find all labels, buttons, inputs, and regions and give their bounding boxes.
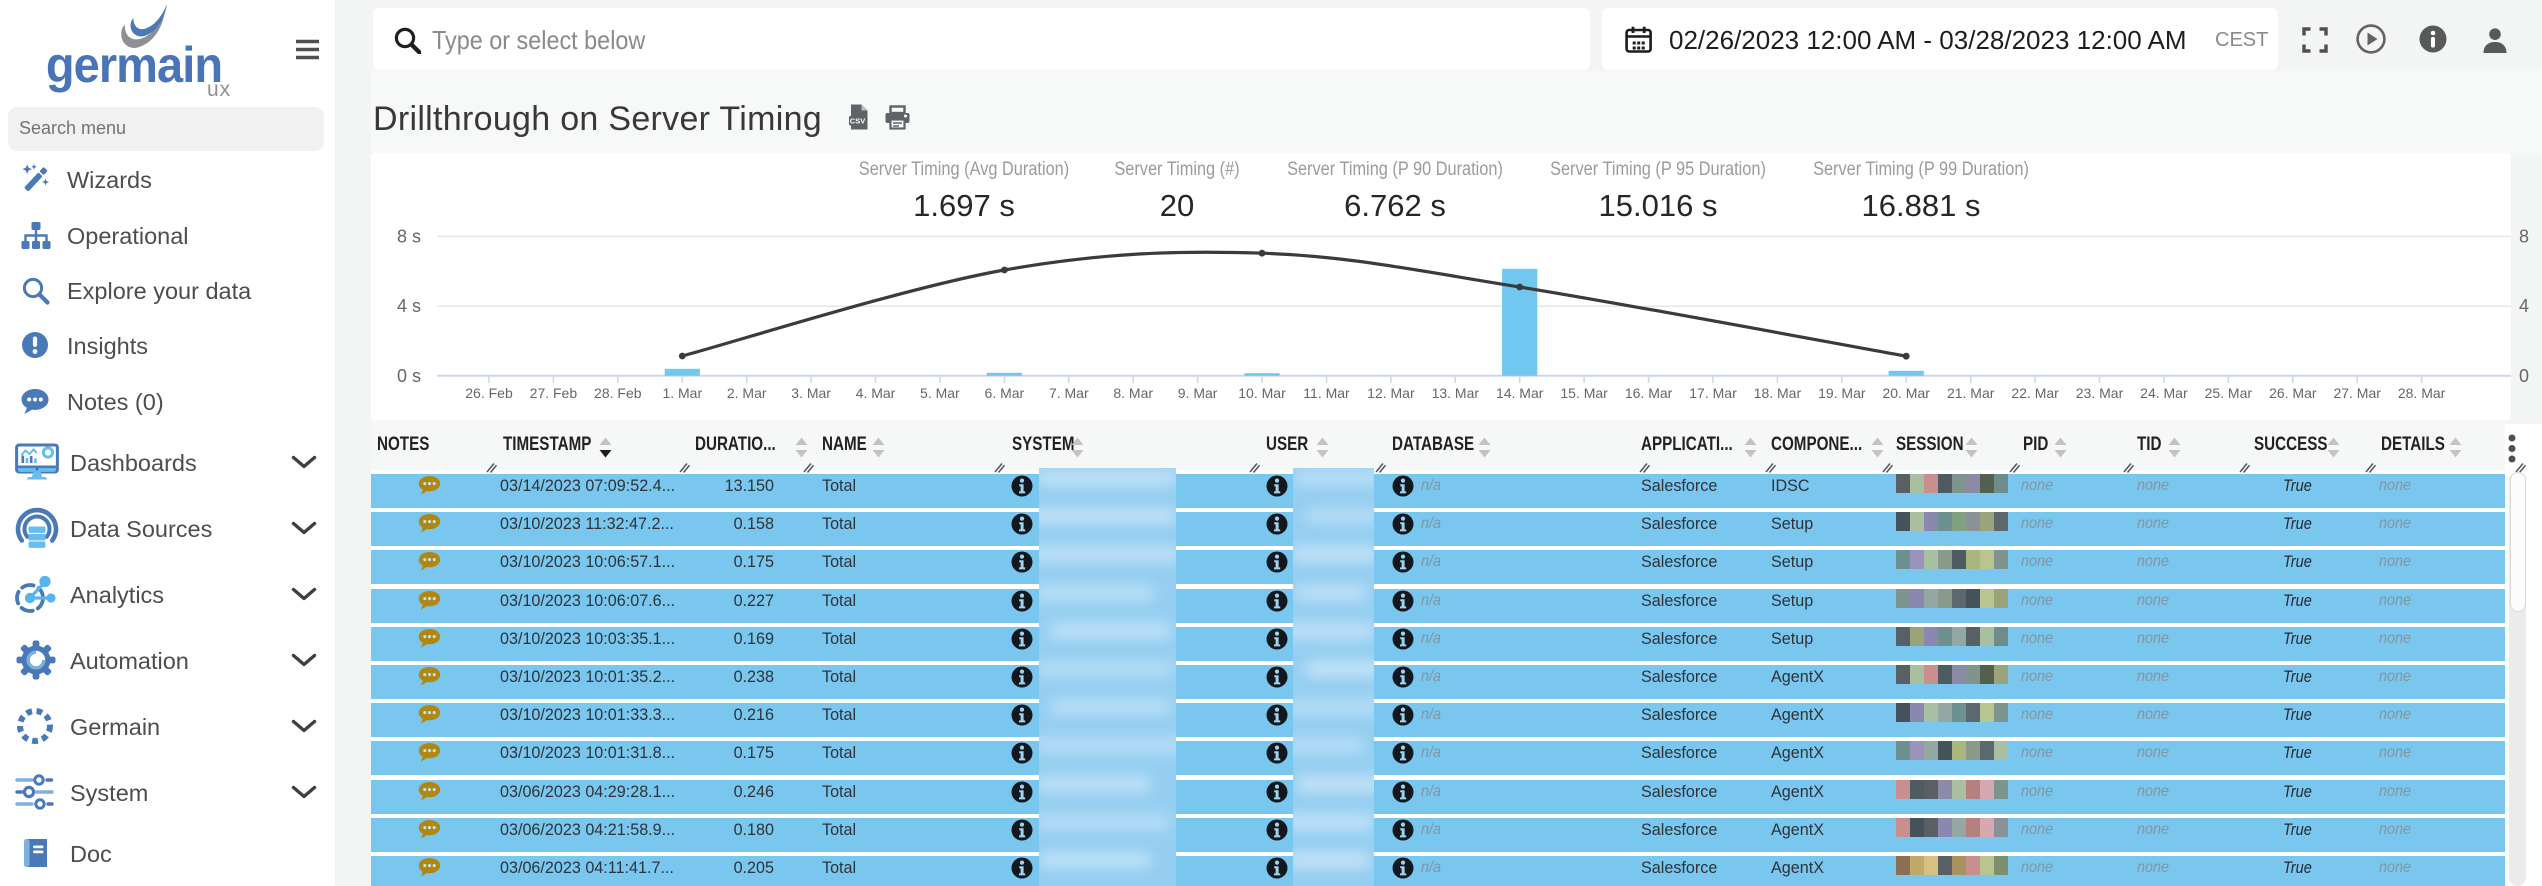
svg-text:25. Mar: 25. Mar bbox=[2205, 385, 2253, 401]
svg-text:4. Mar: 4. Mar bbox=[856, 385, 896, 401]
svg-text:18. Mar: 18. Mar bbox=[1754, 385, 1802, 401]
svg-text:12. Mar: 12. Mar bbox=[1367, 385, 1415, 401]
svg-text:4 s: 4 s bbox=[397, 296, 421, 316]
svg-text:28. Mar: 28. Mar bbox=[2398, 385, 2446, 401]
svg-text:21. Mar: 21. Mar bbox=[1947, 385, 1995, 401]
svg-text:15. Mar: 15. Mar bbox=[1560, 385, 1608, 401]
svg-text:1. Mar: 1. Mar bbox=[662, 385, 702, 401]
svg-text:3. Mar: 3. Mar bbox=[791, 385, 831, 401]
svg-text:28. Feb: 28. Feb bbox=[594, 385, 642, 401]
svg-text:4: 4 bbox=[2519, 296, 2529, 316]
svg-text:8 s: 8 s bbox=[397, 226, 421, 246]
svg-text:2. Mar: 2. Mar bbox=[727, 385, 767, 401]
svg-text:27. Mar: 27. Mar bbox=[2333, 385, 2381, 401]
svg-text:7. Mar: 7. Mar bbox=[1049, 385, 1089, 401]
svg-text:germain: germain bbox=[46, 38, 222, 94]
svg-text:17. Mar: 17. Mar bbox=[1689, 385, 1737, 401]
svg-text:22. Mar: 22. Mar bbox=[2011, 385, 2059, 401]
svg-text:26. Feb: 26. Feb bbox=[465, 385, 513, 401]
svg-text:0 s: 0 s bbox=[397, 366, 421, 386]
svg-text:8: 8 bbox=[2519, 226, 2529, 246]
svg-text:26. Mar: 26. Mar bbox=[2269, 385, 2317, 401]
svg-text:11. Mar: 11. Mar bbox=[1303, 385, 1350, 401]
svg-text:10. Mar: 10. Mar bbox=[1238, 385, 1286, 401]
svg-text:14. Mar: 14. Mar bbox=[1496, 385, 1544, 401]
svg-text:ux: ux bbox=[207, 78, 231, 101]
svg-text:19. Mar: 19. Mar bbox=[1818, 385, 1866, 401]
svg-text:23. Mar: 23. Mar bbox=[2076, 385, 2124, 401]
svg-text:CSV: CSV bbox=[850, 117, 865, 126]
svg-text:27. Feb: 27. Feb bbox=[530, 385, 578, 401]
svg-text:24. Mar: 24. Mar bbox=[2140, 385, 2188, 401]
svg-text:8. Mar: 8. Mar bbox=[1113, 385, 1153, 401]
svg-text:9. Mar: 9. Mar bbox=[1178, 385, 1218, 401]
svg-text:16. Mar: 16. Mar bbox=[1625, 385, 1673, 401]
svg-text:20. Mar: 20. Mar bbox=[1882, 385, 1930, 401]
svg-text:5. Mar: 5. Mar bbox=[920, 385, 960, 401]
svg-text:0: 0 bbox=[2519, 366, 2529, 386]
svg-text:6. Mar: 6. Mar bbox=[985, 385, 1025, 401]
svg-text:13. Mar: 13. Mar bbox=[1432, 385, 1480, 401]
